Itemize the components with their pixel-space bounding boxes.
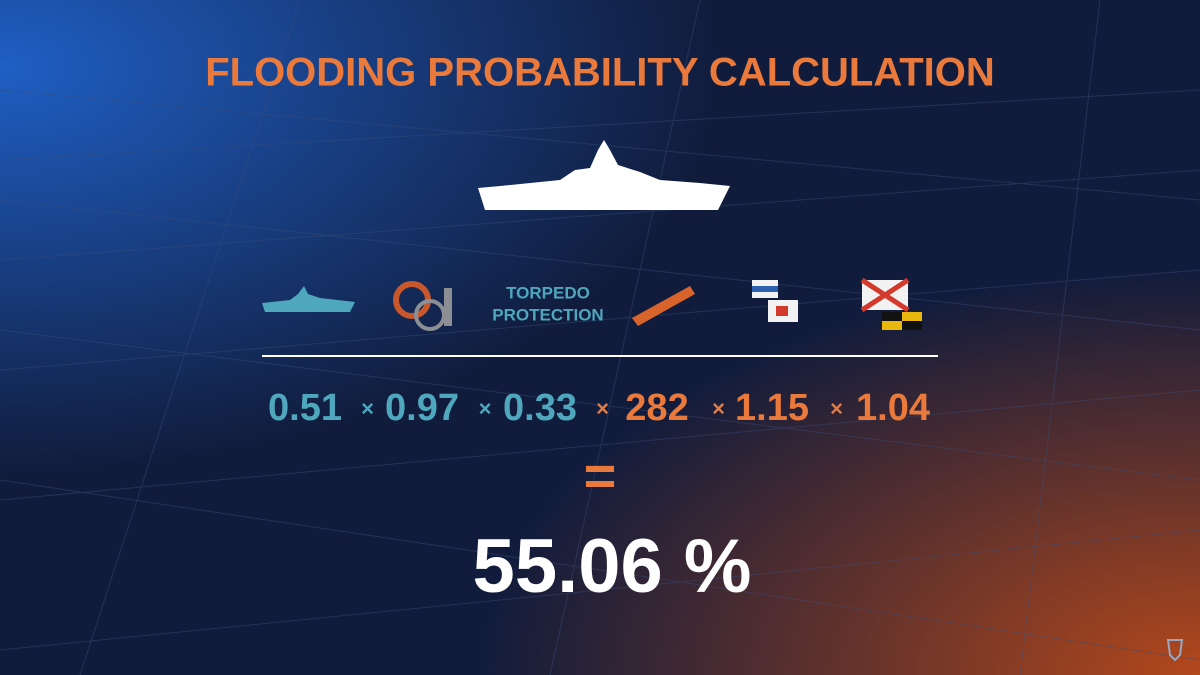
icon-label: TORPEDO	[506, 283, 590, 302]
factor: 282	[625, 387, 688, 429]
operator: ×	[596, 396, 609, 421]
signal-flags-icon	[752, 280, 798, 322]
result: 55.06 %	[473, 524, 752, 609]
equals-sign: =	[584, 444, 617, 507]
operator: ×	[479, 396, 492, 421]
title: FLOODING PROBABILITY CALCULATION	[205, 51, 995, 95]
factor: 0.51	[268, 387, 342, 429]
operator: ×	[712, 396, 725, 421]
factor: 0.97	[385, 387, 459, 429]
factor: 1.04	[856, 387, 930, 429]
factor: 1.15	[735, 387, 809, 429]
equation: 0.51 × 0.97 × 0.33 × 282 × 1.15 × 1.04	[268, 387, 930, 429]
ship-icon	[262, 286, 355, 312]
damage-control-icon	[393, 281, 452, 331]
signal-flags-icon	[860, 277, 922, 330]
ship-silhouette	[478, 140, 730, 210]
factor: 0.33	[503, 387, 577, 429]
module-icon	[632, 286, 695, 326]
operator: ×	[361, 396, 374, 421]
logo	[1166, 639, 1184, 662]
operator: ×	[830, 396, 843, 421]
icon-label: PROTECTION	[492, 305, 603, 324]
